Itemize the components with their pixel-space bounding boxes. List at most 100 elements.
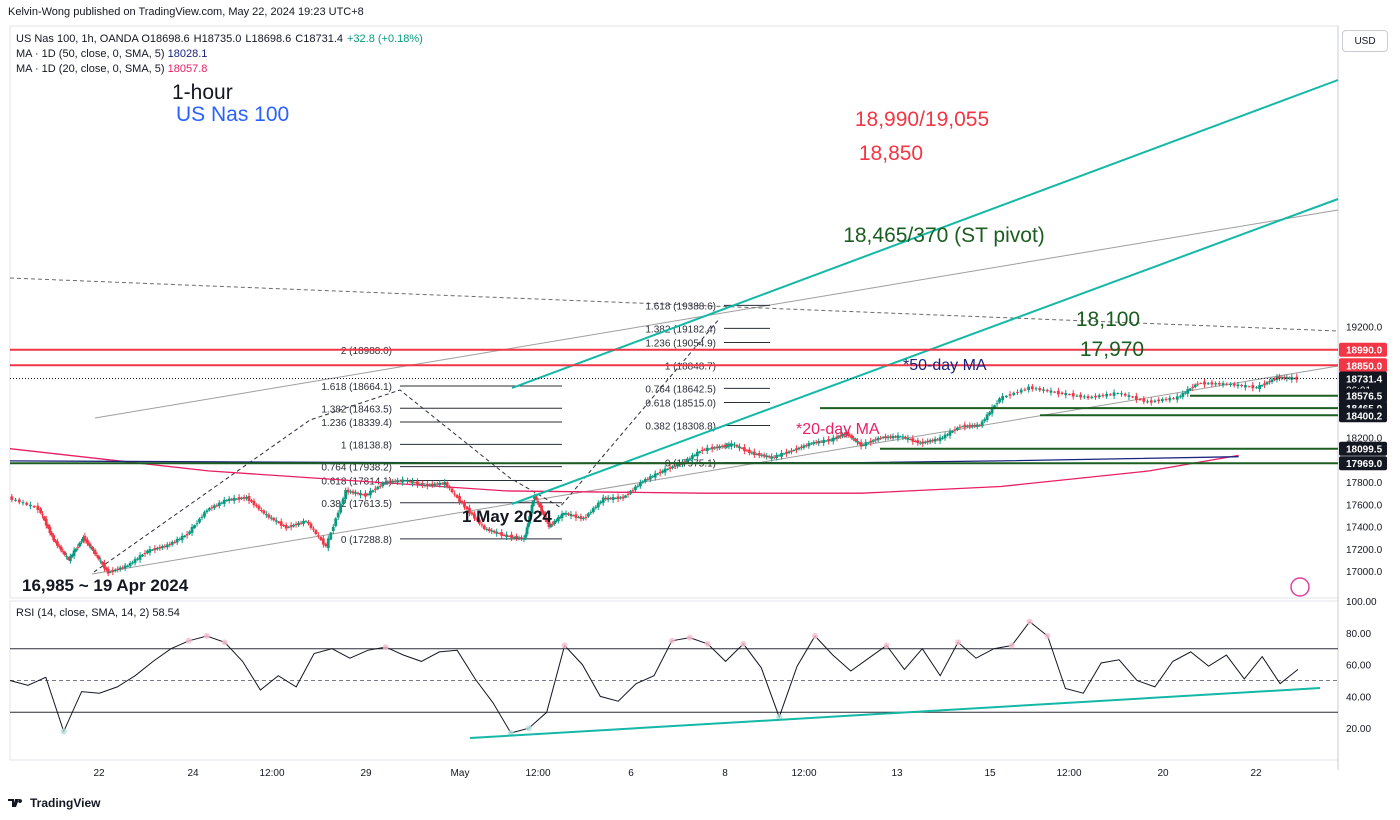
candle-body	[289, 525, 293, 528]
fib-left-label: 1.236 (18339.4)	[321, 418, 392, 429]
rsi-overbought-fill	[740, 640, 747, 647]
candle-body	[108, 571, 112, 573]
candle-body	[926, 440, 930, 443]
candle-body	[48, 526, 52, 533]
candle-body	[911, 438, 915, 442]
candle-body	[850, 435, 854, 439]
candle-body	[549, 524, 553, 527]
rsi-overbought-fill	[221, 639, 228, 646]
candle-body	[1153, 400, 1157, 402]
candle-body	[443, 481, 447, 486]
price-tag-box	[1339, 388, 1387, 403]
ma50-legend[interactable]: MA · 1D (50, close, 0, SMA, 5) 18028.1	[16, 47, 427, 62]
candle-body	[735, 445, 739, 447]
price-tag-label: 18400.2	[1346, 411, 1383, 422]
candle-body	[336, 512, 340, 518]
x-tick-label: 29	[360, 768, 372, 779]
candle-body	[795, 448, 798, 451]
candle-body	[520, 537, 523, 540]
candle-body	[339, 504, 343, 513]
candle-body	[835, 436, 839, 439]
candle-body	[52, 535, 56, 541]
candle-body	[765, 455, 769, 458]
candle-body	[790, 450, 793, 452]
tradingview-brand[interactable]: TradingView	[8, 796, 100, 810]
candle-body	[866, 442, 870, 444]
candle-body	[653, 473, 657, 478]
candle-body	[874, 439, 878, 441]
candle-body	[1138, 399, 1142, 401]
candle-body	[829, 439, 833, 441]
candle-body	[346, 489, 350, 493]
symbol-label[interactable]: US Nas 100, 1h, OANDA	[16, 33, 139, 45]
candle-body	[1255, 387, 1258, 389]
candle-body	[1105, 393, 1109, 397]
rsi-legend[interactable]: RSI (14, close, SMA, 14, 2) 58.54	[16, 607, 180, 619]
candle-body	[32, 505, 36, 508]
candle-body	[884, 436, 887, 439]
candle-body	[1127, 395, 1131, 397]
candle-body	[626, 493, 630, 495]
ma20-legend[interactable]: MA · 1D (20, close, 0, SMA, 5) 18057.8	[16, 62, 427, 77]
candle-body	[356, 492, 360, 495]
candle-body	[1090, 396, 1094, 398]
candle-body	[661, 470, 665, 473]
fib-left-label: 2 (18988.0)	[341, 346, 392, 357]
currency-button[interactable]: USD	[1342, 30, 1388, 52]
candle-body	[163, 546, 167, 548]
candle-body	[673, 465, 677, 467]
candle-body	[205, 510, 209, 513]
candle-body	[103, 562, 106, 569]
ma50-legend-label: MA · 1D (50, close, 0, SMA, 5)	[16, 48, 165, 60]
candle-body	[188, 531, 191, 534]
candle-body	[843, 433, 846, 435]
candle-body	[528, 516, 531, 524]
candle-body	[908, 438, 912, 440]
candle-body	[153, 547, 157, 551]
candle-body	[553, 520, 557, 524]
candle-body	[143, 552, 147, 554]
candle-body	[1178, 396, 1182, 398]
candle-body	[543, 513, 547, 520]
candle-body	[648, 476, 652, 480]
candle-body	[582, 518, 585, 520]
candle-body	[713, 447, 717, 449]
fib-left-label: 1.618 (18664.1)	[321, 382, 392, 393]
candle-body	[438, 482, 442, 486]
candle-body	[799, 446, 803, 448]
candle-body	[195, 523, 199, 525]
candle-body	[391, 480, 395, 483]
ma50-legend-value: 18028.1	[167, 48, 208, 60]
candle-body	[854, 438, 857, 442]
rsi-overbought-fill	[955, 639, 962, 646]
candle-body	[651, 476, 655, 478]
candle-body	[309, 523, 313, 528]
candle-body	[980, 421, 984, 427]
candle-body	[1012, 392, 1016, 395]
candle-body	[364, 493, 367, 497]
candle-body	[923, 441, 927, 443]
candle-body	[70, 554, 74, 557]
rsi-overbought-fill	[668, 637, 675, 644]
candle-body	[624, 495, 627, 498]
candle-body	[435, 483, 439, 485]
candle-body	[292, 524, 296, 527]
candle-body	[361, 494, 365, 496]
candle-body	[118, 567, 122, 570]
candle-body	[720, 446, 724, 448]
candle-body	[574, 514, 578, 518]
candle-body	[95, 554, 99, 556]
candle-body	[455, 494, 459, 498]
candle-body	[1004, 395, 1008, 398]
candle-body	[848, 435, 852, 437]
fib-right-label: 0.764 (18642.5)	[645, 384, 716, 395]
candle-body	[1008, 394, 1012, 396]
candle-body	[1019, 389, 1023, 393]
candle-body	[250, 500, 253, 502]
fib-swing-dashed	[93, 317, 721, 573]
candle-body	[245, 497, 248, 499]
candle-body	[57, 545, 61, 547]
candle-body	[594, 506, 598, 508]
candle-body	[1225, 383, 1229, 385]
